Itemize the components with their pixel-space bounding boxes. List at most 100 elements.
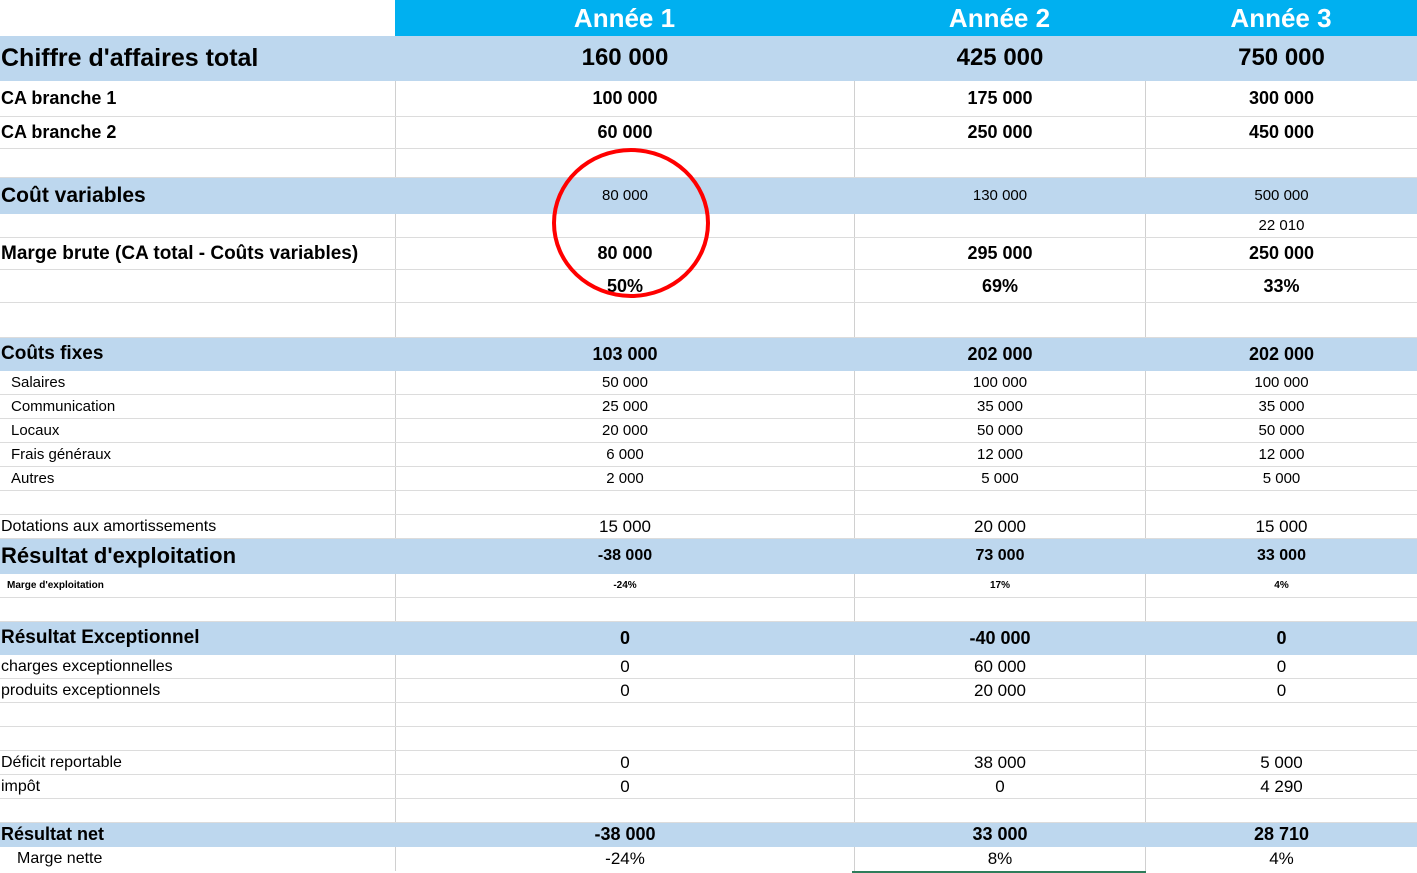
value-dotations-y1[interactable]: 15 000 (395, 515, 854, 538)
label-salaires[interactable]: Salaires (11, 374, 66, 391)
value-salaires-y2[interactable]: 100 000 (854, 371, 1145, 394)
empty-cell[interactable] (854, 598, 1145, 621)
value-marge-brute-y2[interactable]: 295 000 (854, 238, 1145, 269)
value-autres-y1[interactable]: 2 000 (395, 467, 854, 490)
value-dotations-y2[interactable]: 20 000 (854, 515, 1145, 538)
label-dotations[interactable]: Dotations aux amortissements (1, 517, 217, 535)
label-frais-generaux[interactable]: Frais généraux (11, 446, 112, 463)
label-marge-exploitation[interactable]: Marge d'exploitation (7, 580, 104, 591)
value-marge-pct-y3[interactable]: 33% (1145, 270, 1417, 302)
label-locaux[interactable]: Locaux (11, 422, 60, 439)
empty-cell[interactable] (854, 703, 1145, 726)
value-communication-y1[interactable]: 25 000 (395, 395, 854, 418)
value-autres-y3[interactable]: 5 000 (1145, 467, 1417, 490)
value-ca-total-y2[interactable]: 425 000 (854, 36, 1145, 80)
value-res-exploit-y1[interactable]: -38 000 (395, 539, 854, 573)
value-res-except-y2[interactable]: -40 000 (854, 622, 1145, 654)
value-marge-nette-y1[interactable]: -24% (395, 847, 854, 871)
value-marge-exploit-y1[interactable]: -24% (395, 574, 854, 597)
empty-cell[interactable] (395, 598, 854, 621)
empty-cell[interactable] (1145, 491, 1417, 514)
value-salaires-y3[interactable]: 100 000 (1145, 371, 1417, 394)
value-couts-fixes-y2[interactable]: 202 000 (854, 338, 1145, 370)
empty-cell[interactable] (854, 799, 1145, 822)
value-deficit-y3[interactable]: 5 000 (1145, 751, 1417, 774)
value-deficit-y2[interactable]: 38 000 (854, 751, 1145, 774)
value-res-net-y1[interactable]: -38 000 (395, 823, 854, 846)
value-marge-pct-y2[interactable]: 69% (854, 270, 1145, 302)
value-ca-b1-y2[interactable]: 175 000 (854, 81, 1145, 116)
value-produits-exc-y3[interactable]: 0 (1145, 679, 1417, 702)
value-frais-y3[interactable]: 12 000 (1145, 443, 1417, 466)
value-ca-b1-y1[interactable]: 100 000 (395, 81, 854, 116)
header-year-2[interactable]: Année 2 (854, 0, 1145, 36)
value-charges-exc-y1[interactable]: 0 (395, 655, 854, 678)
label-autres[interactable]: Autres (11, 470, 55, 487)
value-ca-total-y3[interactable]: 750 000 (1145, 36, 1417, 80)
empty-cell[interactable] (1145, 303, 1417, 337)
value-communication-y2[interactable]: 35 000 (854, 395, 1145, 418)
value-locaux-y2[interactable]: 50 000 (854, 419, 1145, 442)
value-locaux-y1[interactable]: 20 000 (395, 419, 854, 442)
value-ca-b2-y3[interactable]: 450 000 (1145, 117, 1417, 148)
label-deficit-reportable[interactable]: Déficit reportable (1, 753, 122, 771)
value-couts-var-y1[interactable]: 80 000 (395, 178, 854, 213)
empty-cell[interactable] (395, 149, 854, 177)
label-marge-nette[interactable]: Marge nette (17, 850, 103, 867)
label-produits-exceptionnels[interactable]: produits exceptionnels (1, 681, 161, 699)
value-extra-y1[interactable] (395, 214, 854, 237)
label-ca-branche-1[interactable]: CA branche 1 (1, 88, 117, 108)
value-couts-fixes-y3[interactable]: 202 000 (1145, 338, 1417, 370)
value-couts-var-y2[interactable]: 130 000 (854, 178, 1145, 213)
empty-cell[interactable] (0, 214, 395, 237)
label-resultat-net[interactable]: Résultat net (1, 824, 105, 844)
value-extra-y3[interactable]: 22 010 (1145, 214, 1417, 237)
value-communication-y3[interactable]: 35 000 (1145, 395, 1417, 418)
empty-cell[interactable] (0, 491, 395, 514)
value-res-except-y3[interactable]: 0 (1145, 622, 1417, 654)
value-dotations-y3[interactable]: 15 000 (1145, 515, 1417, 538)
value-produits-exc-y1[interactable]: 0 (395, 679, 854, 702)
value-impot-y2[interactable]: 0 (854, 775, 1145, 798)
label-marge-brute[interactable]: Marge brute (CA total - Coûts variables) (1, 242, 359, 264)
value-charges-exc-y2[interactable]: 60 000 (854, 655, 1145, 678)
label-ca-total[interactable]: Chiffre d'affaires total (1, 43, 259, 72)
value-impot-y1[interactable]: 0 (395, 775, 854, 798)
value-ca-b2-y2[interactable]: 250 000 (854, 117, 1145, 148)
empty-cell[interactable] (0, 727, 395, 750)
label-charges-exceptionnelles[interactable]: charges exceptionnelles (1, 657, 173, 675)
value-deficit-y1[interactable]: 0 (395, 751, 854, 774)
header-year-3[interactable]: Année 3 (1145, 0, 1417, 36)
value-autres-y2[interactable]: 5 000 (854, 467, 1145, 490)
value-res-exploit-y2[interactable]: 73 000 (854, 539, 1145, 573)
value-locaux-y3[interactable]: 50 000 (1145, 419, 1417, 442)
value-res-net-y3[interactable]: 28 710 (1145, 823, 1417, 846)
empty-cell[interactable] (1145, 703, 1417, 726)
value-res-except-y1[interactable]: 0 (395, 622, 854, 654)
value-ca-b2-y1[interactable]: 60 000 (395, 117, 854, 148)
empty-cell[interactable] (1145, 727, 1417, 750)
empty-cell[interactable] (0, 270, 395, 302)
empty-cell[interactable] (0, 703, 395, 726)
value-marge-pct-y1[interactable]: 50% (395, 270, 854, 302)
value-impot-y3[interactable]: 4 290 (1145, 775, 1417, 798)
value-extra-y2[interactable] (854, 214, 1145, 237)
value-frais-y1[interactable]: 6 000 (395, 443, 854, 466)
value-marge-exploit-y3[interactable]: 4% (1145, 574, 1417, 597)
label-resultat-exploitation[interactable]: Résultat d'exploitation (1, 543, 237, 568)
header-corner-cell[interactable] (0, 0, 395, 36)
empty-cell[interactable] (0, 303, 395, 337)
empty-cell[interactable] (395, 799, 854, 822)
empty-cell[interactable] (1145, 598, 1417, 621)
empty-cell[interactable] (854, 303, 1145, 337)
value-marge-exploit-y2[interactable]: 17% (854, 574, 1145, 597)
value-marge-nette-y3[interactable]: 4% (1145, 847, 1417, 871)
value-ca-b1-y3[interactable]: 300 000 (1145, 81, 1417, 116)
value-charges-exc-y3[interactable]: 0 (1145, 655, 1417, 678)
empty-cell[interactable] (854, 149, 1145, 177)
empty-cell[interactable] (395, 727, 854, 750)
empty-cell[interactable] (0, 799, 395, 822)
empty-cell[interactable] (1145, 799, 1417, 822)
value-couts-fixes-y1[interactable]: 103 000 (395, 338, 854, 370)
label-couts-variables[interactable]: Coût variables (1, 183, 146, 207)
